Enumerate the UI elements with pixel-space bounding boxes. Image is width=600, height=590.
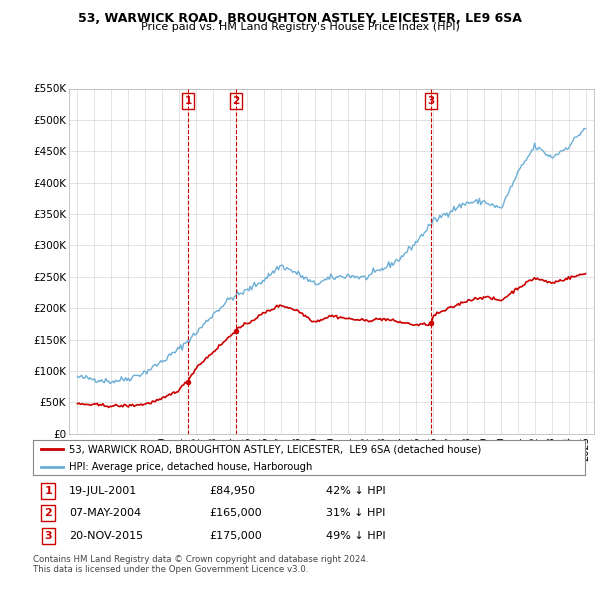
Text: 31% ↓ HPI: 31% ↓ HPI [326,509,385,518]
Text: £165,000: £165,000 [209,509,262,518]
Text: 07-MAY-2004: 07-MAY-2004 [69,509,141,518]
Text: 3: 3 [428,96,435,106]
Text: 3: 3 [44,531,52,541]
Text: 1: 1 [44,486,52,496]
Text: 53, WARWICK ROAD, BROUGHTON ASTLEY, LEICESTER, LE9 6SA: 53, WARWICK ROAD, BROUGHTON ASTLEY, LEIC… [78,12,522,25]
Text: £84,950: £84,950 [209,486,256,496]
Text: 49% ↓ HPI: 49% ↓ HPI [326,531,385,541]
Text: 2: 2 [44,509,52,518]
Text: HPI: Average price, detached house, Harborough: HPI: Average price, detached house, Harb… [69,462,312,472]
Text: 53, WARWICK ROAD, BROUGHTON ASTLEY, LEICESTER,  LE9 6SA (detached house): 53, WARWICK ROAD, BROUGHTON ASTLEY, LEIC… [69,444,481,454]
Text: 1: 1 [185,96,192,106]
Text: £175,000: £175,000 [209,531,262,541]
Text: Contains HM Land Registry data © Crown copyright and database right 2024.
This d: Contains HM Land Registry data © Crown c… [33,555,368,574]
Text: 19-JUL-2001: 19-JUL-2001 [69,486,137,496]
Text: Price paid vs. HM Land Registry's House Price Index (HPI): Price paid vs. HM Land Registry's House … [140,22,460,32]
Text: 42% ↓ HPI: 42% ↓ HPI [326,486,385,496]
Text: 20-NOV-2015: 20-NOV-2015 [69,531,143,541]
Text: 2: 2 [232,96,239,106]
